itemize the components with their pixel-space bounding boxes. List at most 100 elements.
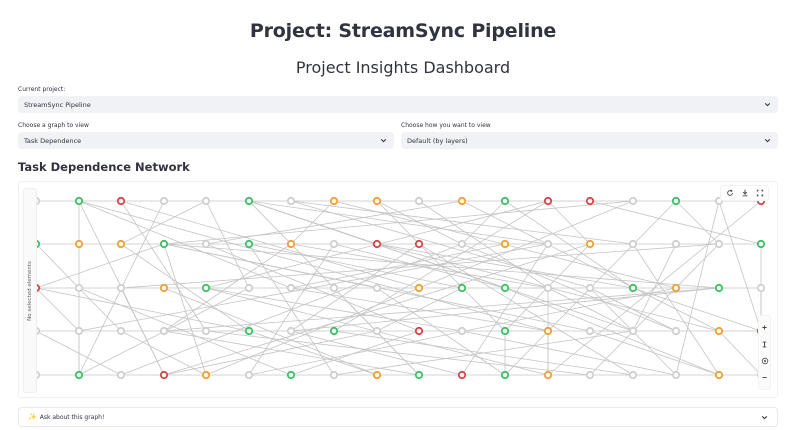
- ask-about-graph-expander[interactable]: ✨ Ask about this graph!: [18, 407, 778, 427]
- task-node[interactable]: [329, 370, 339, 380]
- task-node[interactable]: [457, 326, 467, 336]
- task-node[interactable]: [714, 283, 724, 293]
- task-node[interactable]: [457, 283, 467, 293]
- fullscreen-button[interactable]: [753, 187, 766, 199]
- task-node[interactable]: [543, 283, 553, 293]
- task-node[interactable]: [628, 326, 638, 336]
- task-node[interactable]: [244, 239, 254, 249]
- task-node[interactable]: [159, 326, 169, 336]
- task-node[interactable]: [116, 326, 126, 336]
- task-node[interactable]: [543, 326, 553, 336]
- task-node[interactable]: [500, 370, 510, 380]
- task-node[interactable]: [671, 326, 681, 336]
- task-node[interactable]: [714, 370, 724, 380]
- task-node[interactable]: [372, 283, 382, 293]
- task-node[interactable]: [159, 239, 169, 249]
- zoom-in-button[interactable]: [759, 322, 770, 333]
- task-node[interactable]: [201, 196, 211, 206]
- task-node[interactable]: [414, 239, 424, 249]
- view-select-label: Choose how you want to view: [401, 122, 491, 129]
- task-node[interactable]: [585, 283, 595, 293]
- task-node[interactable]: [286, 283, 296, 293]
- task-node[interactable]: [585, 370, 595, 380]
- task-node[interactable]: [671, 370, 681, 380]
- task-node[interactable]: [585, 326, 595, 336]
- task-node[interactable]: [244, 326, 254, 336]
- task-node[interactable]: [628, 239, 638, 249]
- task-node[interactable]: [74, 196, 84, 206]
- edge: [163, 287, 720, 332]
- task-node[interactable]: [671, 239, 681, 249]
- network-canvas[interactable]: [19, 182, 778, 398]
- center-button[interactable]: [759, 355, 770, 366]
- task-node[interactable]: [414, 326, 424, 336]
- task-node[interactable]: [159, 283, 169, 293]
- task-node[interactable]: [543, 239, 553, 249]
- task-node[interactable]: [286, 196, 296, 206]
- task-node[interactable]: [585, 239, 595, 249]
- task-node[interactable]: [329, 239, 339, 249]
- task-node[interactable]: [329, 196, 339, 206]
- task-node[interactable]: [372, 326, 382, 336]
- task-node[interactable]: [628, 196, 638, 206]
- task-node[interactable]: [500, 196, 510, 206]
- task-node[interactable]: [201, 326, 211, 336]
- task-node[interactable]: [414, 370, 424, 380]
- view-select[interactable]: Default (by layers): [401, 132, 778, 149]
- zoom-out-button[interactable]: [759, 372, 770, 383]
- task-node[interactable]: [244, 370, 254, 380]
- task-node[interactable]: [244, 196, 254, 206]
- graph-select[interactable]: Task Dependence: [18, 132, 394, 149]
- edge: [290, 200, 335, 245]
- task-node[interactable]: [671, 196, 681, 206]
- task-node[interactable]: [159, 370, 169, 380]
- task-node[interactable]: [414, 196, 424, 206]
- task-node[interactable]: [714, 326, 724, 336]
- task-node[interactable]: [500, 326, 510, 336]
- task-node[interactable]: [201, 283, 211, 293]
- task-node[interactable]: [628, 370, 638, 380]
- task-node[interactable]: [159, 196, 169, 206]
- task-node[interactable]: [329, 283, 339, 293]
- task-node[interactable]: [116, 370, 126, 380]
- task-node[interactable]: [457, 196, 467, 206]
- edge: [632, 243, 677, 332]
- task-node[interactable]: [671, 283, 681, 293]
- task-node[interactable]: [74, 239, 84, 249]
- ask-about-graph-label: Ask about this graph!: [39, 413, 105, 421]
- task-node[interactable]: [286, 370, 296, 380]
- task-node[interactable]: [372, 239, 382, 249]
- task-node[interactable]: [585, 196, 595, 206]
- task-node[interactable]: [500, 239, 510, 249]
- task-node[interactable]: [457, 370, 467, 380]
- task-node[interactable]: [756, 239, 766, 249]
- task-node[interactable]: [116, 283, 126, 293]
- task-node[interactable]: [543, 370, 553, 380]
- task-node[interactable]: [201, 239, 211, 249]
- network-graph[interactable]: No selected elements: [18, 181, 778, 398]
- task-node[interactable]: [414, 283, 424, 293]
- task-node[interactable]: [500, 283, 510, 293]
- task-node[interactable]: [116, 196, 126, 206]
- task-node[interactable]: [74, 326, 84, 336]
- task-node[interactable]: [714, 239, 724, 249]
- task-node[interactable]: [286, 239, 296, 249]
- edge: [290, 287, 720, 332]
- task-node[interactable]: [372, 370, 382, 380]
- task-node[interactable]: [329, 326, 339, 336]
- fit-height-button[interactable]: [759, 339, 770, 350]
- task-node[interactable]: [457, 239, 467, 249]
- task-node[interactable]: [116, 239, 126, 249]
- task-node[interactable]: [628, 283, 638, 293]
- task-node[interactable]: [201, 370, 211, 380]
- task-node[interactable]: [244, 283, 254, 293]
- task-node[interactable]: [372, 196, 382, 206]
- project-select[interactable]: StreamSync Pipeline: [18, 96, 778, 113]
- task-node[interactable]: [74, 370, 84, 380]
- task-node[interactable]: [756, 283, 766, 293]
- refresh-button[interactable]: [723, 187, 736, 199]
- task-node[interactable]: [543, 196, 553, 206]
- download-button[interactable]: [738, 187, 751, 199]
- task-node[interactable]: [74, 283, 84, 293]
- task-node[interactable]: [286, 326, 296, 336]
